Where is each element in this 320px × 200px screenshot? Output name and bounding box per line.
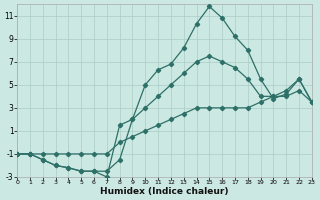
- X-axis label: Humidex (Indice chaleur): Humidex (Indice chaleur): [100, 187, 229, 196]
